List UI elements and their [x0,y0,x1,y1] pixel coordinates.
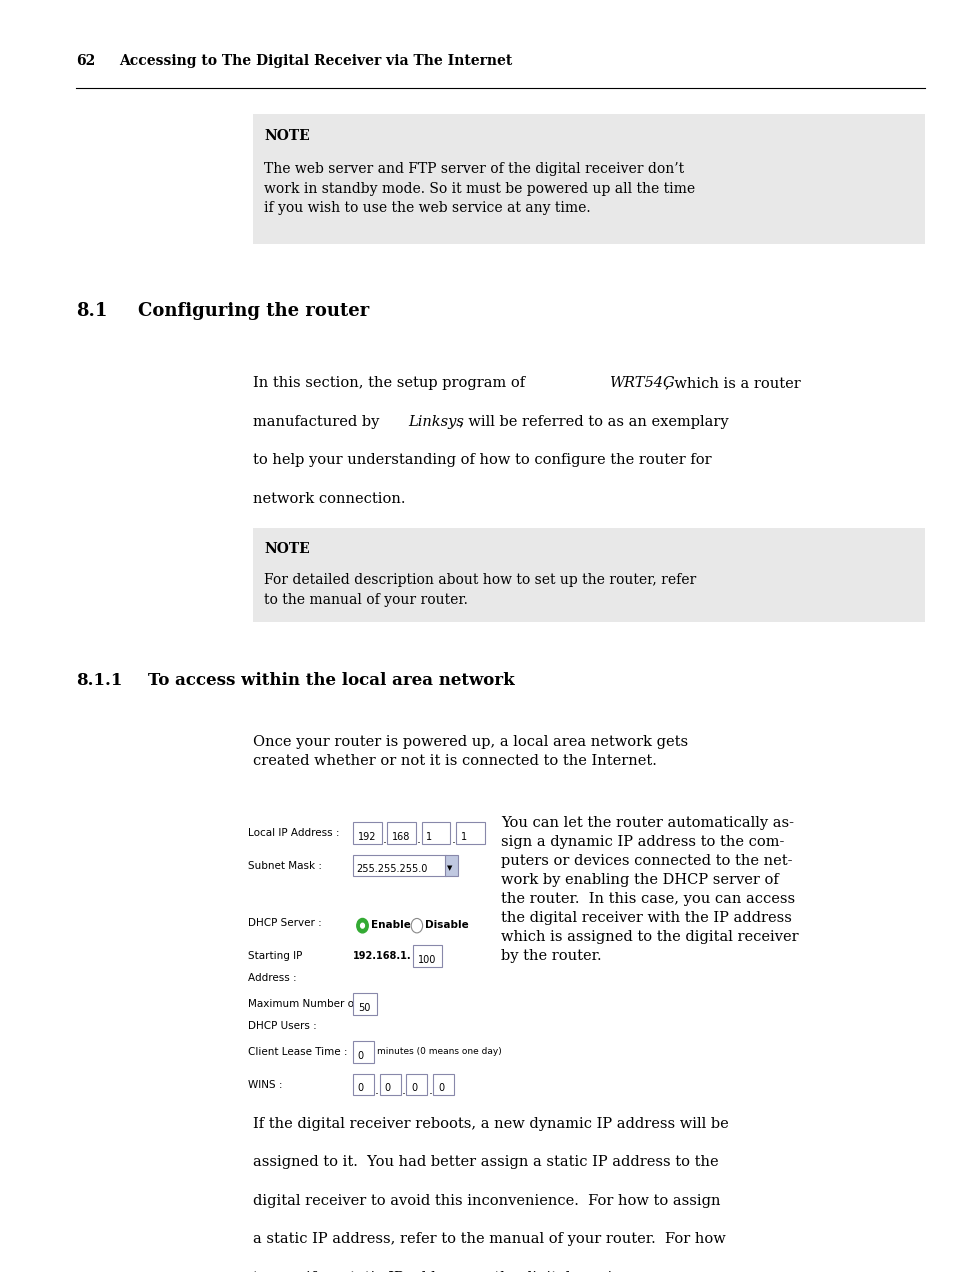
Text: 1: 1 [460,832,466,842]
Text: 8.1.1: 8.1.1 [76,672,123,689]
FancyBboxPatch shape [456,822,484,843]
FancyBboxPatch shape [243,817,476,1079]
Text: DHCP Server :: DHCP Server : [248,918,321,929]
Text: 62: 62 [76,55,95,69]
Text: 8.1: 8.1 [76,301,108,319]
Text: You can let the router automatically as-
sign a dynamic IP address to the com-
p: You can let the router automatically as-… [500,817,798,963]
FancyBboxPatch shape [253,528,924,622]
Text: Local IP Address :: Local IP Address : [248,828,339,838]
Text: 168: 168 [392,832,410,842]
Text: ▼: ▼ [447,865,453,871]
FancyBboxPatch shape [387,822,416,843]
Circle shape [411,918,422,932]
Text: § 8.2.: § 8.2. [784,1271,824,1272]
Text: 0: 0 [357,1051,363,1061]
Text: , will be referred to as an exemplary: , will be referred to as an exemplary [458,415,728,429]
FancyBboxPatch shape [421,822,450,843]
FancyBboxPatch shape [353,1040,374,1062]
Text: To access within the local area network: To access within the local area network [148,672,514,689]
Text: 192.168.1.: 192.168.1. [353,951,411,960]
Text: Once your router is powered up, a local area network gets
created whether or not: Once your router is powered up, a local … [253,734,687,768]
FancyBboxPatch shape [444,855,457,876]
Text: 0: 0 [384,1084,390,1093]
Text: The web server and FTP server of the digital receiver don’t
work in standby mode: The web server and FTP server of the dig… [264,163,695,215]
Text: .: . [416,833,420,846]
Text: .: . [428,1084,432,1098]
Text: NOTE: NOTE [264,128,310,142]
Text: DHCP Users :: DHCP Users : [248,1020,316,1030]
Text: assigned to it.  You had better assign a static IP address to the: assigned to it. You had better assign a … [253,1155,718,1169]
FancyBboxPatch shape [379,1074,400,1095]
Text: If the digital receiver reboots, a new dynamic IP address will be: If the digital receiver reboots, a new d… [253,1117,728,1131]
Text: 0: 0 [411,1084,416,1093]
FancyBboxPatch shape [353,855,446,876]
FancyBboxPatch shape [353,822,381,843]
Text: Linksys: Linksys [408,415,464,429]
Text: 192: 192 [357,832,375,842]
Text: WINS :: WINS : [248,1080,282,1090]
Text: 1: 1 [426,832,432,842]
Text: manufactured by: manufactured by [253,415,383,429]
Text: , which is a router: , which is a router [664,377,800,391]
FancyBboxPatch shape [353,1074,374,1095]
Text: Configuring the router: Configuring the router [138,301,369,319]
Text: NOTE: NOTE [264,542,310,556]
Circle shape [356,918,368,932]
Text: .: . [451,833,455,846]
Text: minutes (0 means one day): minutes (0 means one day) [376,1047,501,1056]
Text: In this section, the setup program of: In this section, the setup program of [253,377,529,391]
Text: Accessing to The Digital Receiver via The Internet: Accessing to The Digital Receiver via Th… [119,55,512,69]
Text: network connection.: network connection. [253,492,405,506]
Text: WRT54G: WRT54G [608,377,674,391]
FancyBboxPatch shape [433,1074,454,1095]
Text: Enable: Enable [371,920,411,930]
Text: Maximum Number of: Maximum Number of [248,999,357,1009]
Text: 50: 50 [357,1002,370,1013]
Text: .: . [401,1084,405,1098]
FancyBboxPatch shape [406,1074,427,1095]
Text: For detailed description about how to set up the router, refer
to the manual of : For detailed description about how to se… [264,574,696,607]
Text: 0: 0 [357,1084,363,1093]
Text: Disable: Disable [425,920,469,930]
Text: to help your understanding of how to configure the router for: to help your understanding of how to con… [253,453,711,467]
Text: 255.255.255.0: 255.255.255.0 [355,865,427,874]
Text: .: . [382,833,386,846]
Text: Subnet Mask :: Subnet Mask : [248,861,322,871]
FancyBboxPatch shape [253,114,924,244]
FancyBboxPatch shape [413,945,441,967]
Text: Address :: Address : [248,973,296,982]
Text: 0: 0 [437,1084,443,1093]
Text: a static IP address, refer to the manual of your router.  For how: a static IP address, refer to the manual… [253,1233,725,1247]
Text: Starting IP: Starting IP [248,951,302,960]
Text: .: . [375,1084,378,1098]
Text: Client Lease Time :: Client Lease Time : [248,1047,347,1057]
Circle shape [360,923,364,929]
FancyBboxPatch shape [353,993,376,1015]
Text: digital receiver to avoid this inconvenience.  For how to assign: digital receiver to avoid this inconveni… [253,1193,720,1207]
Text: 100: 100 [417,954,436,964]
Text: to specify a static IP address on the digital receiver, see: to specify a static IP address on the di… [253,1271,673,1272]
